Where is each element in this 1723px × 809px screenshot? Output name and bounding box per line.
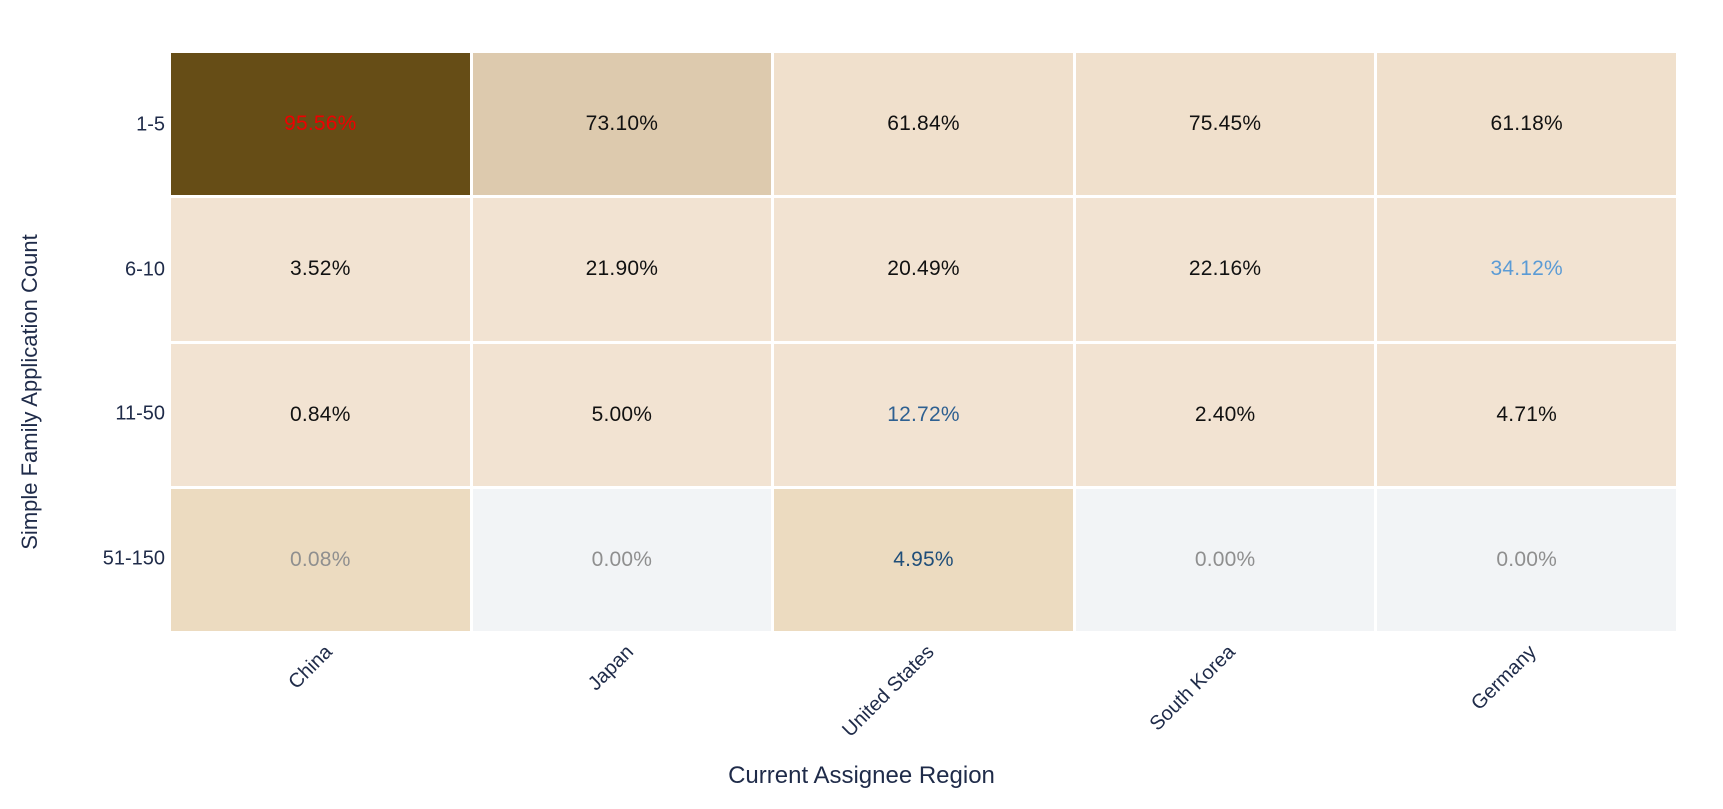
x-tick-united-states: United States: [838, 641, 940, 742]
x-tick-japan: Japan: [583, 641, 639, 696]
x-tick-south-korea: South Korea: [1145, 641, 1241, 736]
heatmap-cell-china-11-50[interactable]: 0.84%: [171, 343, 470, 486]
heatmap-cell-japan-11-50[interactable]: 5.00%: [472, 343, 772, 486]
heatmap-cell-germany-6-10[interactable]: 34.12%: [1377, 198, 1676, 341]
x-tick-germany: Germany: [1467, 641, 1542, 715]
x-axis-title: Current Assignee Region: [728, 762, 995, 789]
heatmap-cell-japan-6-10[interactable]: 21.90%: [472, 198, 772, 341]
heatmap-cell-japan-51-150[interactable]: 0.00%: [472, 488, 772, 631]
heatmap-grid: 95.56% 73.10% 61.84% 75.45% 61.18% 3.52% 21.90…: [171, 53, 1676, 631]
y-axis-title: Simple Family Application Count: [17, 234, 42, 550]
y-tick-11-50: 11-50: [115, 402, 165, 425]
y-tick-1-5: 1-5: [136, 113, 165, 136]
y-tick-51-150: 51-150: [102, 547, 165, 570]
heatmap-cell-united-states-11-50[interactable]: 12.72%: [774, 343, 1073, 486]
x-tick-china: China: [284, 641, 338, 694]
heatmap-cell-south-korea-51-150[interactable]: 0.00%: [1075, 488, 1375, 631]
y-tick-6-10: 6-10: [124, 258, 165, 281]
heatmap-cell-japan-1-5[interactable]: 73.10%: [472, 53, 772, 196]
heatmap-cell-united-states-51-150[interactable]: 4.95%: [774, 488, 1073, 631]
heatmap-cell-south-korea-1-5[interactable]: 75.45%: [1075, 53, 1375, 196]
heatmap-cell-germany-51-150[interactable]: 0.00%: [1377, 488, 1676, 631]
heatmap-cell-china-51-150[interactable]: 0.08%: [171, 488, 470, 631]
heatmap-cell-south-korea-6-10[interactable]: 22.16%: [1075, 198, 1375, 341]
heatmap-cell-germany-11-50[interactable]: 4.71%: [1377, 343, 1676, 486]
heatmap-cell-china-1-5[interactable]: 95.56%: [171, 53, 470, 196]
heatmap-cell-united-states-1-5[interactable]: 61.84%: [774, 53, 1073, 196]
heatmap-cell-germany-1-5[interactable]: 61.18%: [1377, 53, 1676, 196]
heatmap-cell-china-6-10[interactable]: 3.52%: [171, 198, 470, 341]
heatmap-cell-united-states-6-10[interactable]: 20.49%: [774, 198, 1073, 341]
heatmap-cell-south-korea-11-50[interactable]: 2.40%: [1075, 343, 1375, 486]
